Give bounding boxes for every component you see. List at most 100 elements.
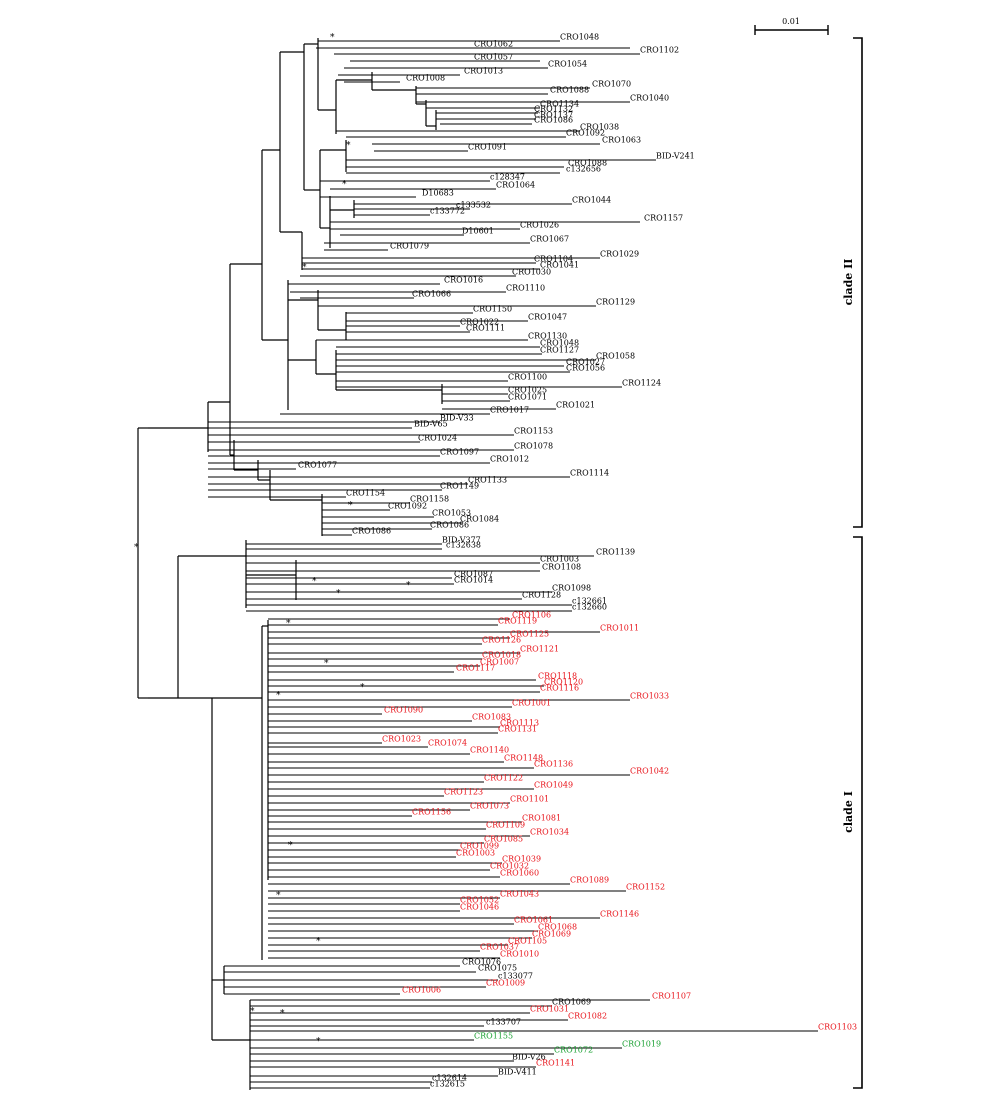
leaf-label: CRO1140 — [470, 746, 509, 755]
leaf-label: CRO1016 — [444, 276, 483, 285]
leaf-label: CRO1062 — [474, 40, 513, 49]
leaf-label: CRO1110 — [506, 284, 545, 293]
leaf-label: CRO1073 — [470, 802, 509, 811]
leaf-label: CRO1013 — [464, 67, 503, 76]
leaf-label: CRO1077 — [298, 461, 337, 470]
leaf-label: CRO1044 — [572, 196, 611, 205]
leaf-label: CRO1057 — [474, 53, 513, 62]
leaf-label: CRO1047 — [528, 313, 567, 322]
leaf-label: CRO1012 — [490, 455, 529, 464]
leaf-label: CRO1064 — [496, 181, 535, 190]
leaf-label: CRO1027 — [566, 358, 605, 367]
support-asterisk: * — [336, 589, 341, 599]
support-asterisk: * — [280, 1009, 285, 1019]
leaf-label: CRO1063 — [602, 136, 641, 145]
leaf-label: CRO1041 — [540, 261, 579, 270]
leaf-label: BID-V377 — [442, 536, 481, 545]
support-asterisk: * — [288, 841, 293, 851]
leaf-label: CRO1009 — [486, 979, 525, 988]
leaf-label: CRO1054 — [548, 60, 587, 69]
leaf-label: CRO1048 — [560, 33, 599, 42]
leaf-labels: CRO1048 CRO1062 CRO1102 CRO1057 CRO1054 CRO10… — [298, 33, 857, 1089]
leaf-label: CRO1037 — [480, 943, 519, 952]
leaf-label: CRO1125 — [510, 630, 549, 639]
leaf-label: CRO1085 — [484, 835, 523, 844]
clade-i-bracket: clade I — [842, 536, 863, 1089]
scale-bar: 0.01 — [754, 17, 829, 35]
leaf-label: CRO1022 — [460, 318, 499, 327]
leaf-label: CRO1011 — [600, 624, 639, 633]
leaf-label: CRO1102 — [640, 46, 679, 55]
leaf-label: CRO1072 — [554, 1046, 593, 1055]
support-asterisk: * — [324, 659, 329, 669]
leaf-label: c132615 — [430, 1080, 465, 1089]
support-asterisk: * — [342, 180, 347, 190]
leaf-label: c132656 — [566, 165, 601, 174]
leaf-label: c133077 — [498, 972, 533, 981]
leaf-label: CRO1122 — [484, 774, 523, 783]
leaf-label: CRO1090 — [384, 706, 423, 715]
leaf-label: BID-V26 — [512, 1053, 546, 1062]
leaf-label: CRO1058 — [596, 352, 635, 361]
support-asterisk: * — [286, 619, 291, 629]
leaf-label: CRO1088 — [568, 159, 607, 168]
leaf-label: CRO1019 — [622, 1040, 661, 1049]
leaf-label: CRO1157 — [644, 214, 683, 223]
leaf-label: CRO1117 — [456, 664, 495, 673]
leaf-label: CRO1061 — [514, 916, 553, 925]
leaf-label: CRO1026 — [520, 221, 559, 230]
support-asterisk: * — [346, 141, 351, 151]
leaf-label: CRO1099 — [460, 842, 499, 851]
leaf-label: CRO1100 — [508, 373, 547, 382]
leaf-label: CRO1014 — [454, 576, 493, 585]
leaf-label: CRO1048 — [540, 339, 579, 348]
leaf-label: CRO1127 — [540, 346, 579, 355]
leaf-label: CRO1070 — [592, 80, 631, 89]
leaf-label: CRO1152 — [626, 883, 665, 892]
leaf-label: CRO1114 — [570, 469, 609, 478]
leaf-label: CRO1006 — [402, 986, 441, 995]
clade-ii-bracket: clade II — [842, 37, 863, 528]
scale-bar-label: 0.01 — [782, 17, 800, 26]
clade-ii-bracket-line — [853, 37, 863, 528]
support-asterisk: * — [330, 33, 335, 43]
leaf-label: CRO1106 — [512, 611, 551, 620]
leaf-label: CRO1129 — [596, 298, 635, 307]
leaf-label: CRO1092 — [566, 129, 605, 138]
leaf-label: CRO1079 — [390, 242, 429, 251]
leaf-label: CRO1124 — [622, 379, 661, 388]
leaf-label: CRO1156 — [412, 808, 451, 817]
leaf-label: CRO1128 — [522, 591, 561, 600]
leaf-label: CRO1046 — [460, 903, 499, 912]
leaf-label: CRO1113 — [500, 719, 539, 728]
leaf-label: CRO1119 — [498, 617, 537, 626]
leaf-label: CRO1082 — [568, 1012, 607, 1021]
leaf-label: CRO1075 — [478, 964, 517, 973]
support-asterisk: * — [134, 543, 139, 553]
clade-ii-label: clade II — [842, 259, 855, 306]
leaf-label: CRO1040 — [630, 94, 669, 103]
leaf-label: c133772 — [430, 207, 465, 216]
leaf-label: CRO1123 — [444, 788, 483, 797]
leaf-label: CRO1052 — [460, 896, 499, 905]
tree-branches — [137, 38, 443, 1090]
leaf-label: CRO1043 — [500, 890, 539, 899]
leaf-label: CRO1001 — [512, 699, 551, 708]
leaf-label: CRO1104 — [534, 255, 573, 264]
leaf-label: c132661 — [572, 597, 607, 606]
leaf-label: CRO1155 — [474, 1032, 513, 1041]
leaf-label: CRO1033 — [630, 692, 669, 701]
leaf-label: CRO1141 — [536, 1059, 575, 1068]
leaf-label: CRO1121 — [520, 645, 559, 654]
leaf-label: CRO1087 — [454, 570, 493, 579]
leaf-label: CRO1153 — [514, 427, 553, 436]
leaf-label: CRO1139 — [596, 548, 635, 557]
support-asterisk: * — [316, 1037, 321, 1047]
leaf-label: CRO1023 — [382, 735, 421, 744]
support-asterisk: * — [348, 501, 353, 511]
leaf-label: CRO1071 — [508, 393, 547, 402]
leaf-label: CRO1150 — [473, 305, 512, 314]
leaf-label: CRO1149 — [440, 482, 479, 491]
leaf-label: c132614 — [432, 1074, 467, 1083]
